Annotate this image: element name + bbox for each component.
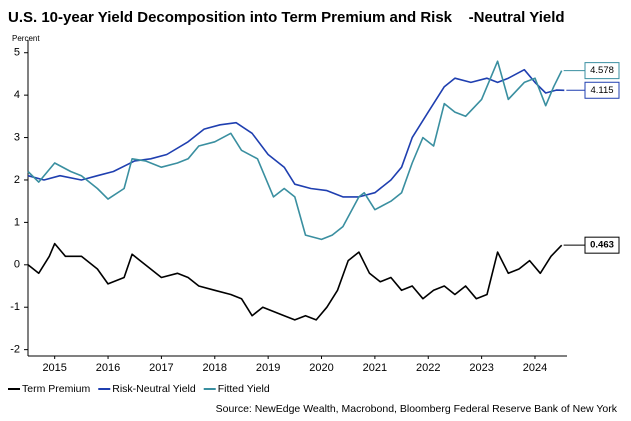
x-tick-label: 2020 <box>309 362 333 374</box>
x-tick-label: 2024 <box>523 362 547 374</box>
callout-label: 4.115 <box>590 85 613 96</box>
callout-box <box>584 236 620 254</box>
y-tick-label: -1 <box>10 301 20 313</box>
y-tick-label: 3 <box>14 131 20 143</box>
callout-label: 4.578 <box>590 65 614 76</box>
source: Source: NewEdge Wealth, Macrobond, Bloom… <box>216 403 618 415</box>
x-tick-label: 2015 <box>42 362 66 374</box>
x-tick-label: 2016 <box>96 362 120 374</box>
legend-label: Risk-Neutral Yield <box>112 383 196 395</box>
series-line <box>27 242 563 321</box>
series-line <box>27 60 563 241</box>
x-tick-label: 2017 <box>149 362 173 374</box>
y-tick-label: 2 <box>14 174 20 186</box>
x-tick-label: 2019 <box>256 362 280 374</box>
chart-title: U.S. 10-year Yield Decomposition into Te… <box>8 9 565 26</box>
callout-box <box>584 81 620 99</box>
x-tick-label: 2018 <box>203 362 227 374</box>
legend-label: Fitted Yield <box>218 383 270 395</box>
y-tick-label: 1 <box>14 216 20 228</box>
x-tick-label: 2023 <box>469 362 493 374</box>
callout-label: 0.463 <box>590 240 614 251</box>
y-tick-label: 0 <box>14 259 20 271</box>
y-axis-label: Percent <box>12 34 40 43</box>
x-tick-label: 2021 <box>363 362 387 374</box>
y-tick-label: 5 <box>14 47 20 59</box>
series-line <box>27 68 565 198</box>
callout-box <box>584 62 620 80</box>
x-tick-label: 2022 <box>416 362 440 374</box>
y-tick-label: 4 <box>14 89 20 101</box>
y-tick-label: -2 <box>10 344 20 356</box>
legend-label: Term Premium <box>22 383 91 395</box>
